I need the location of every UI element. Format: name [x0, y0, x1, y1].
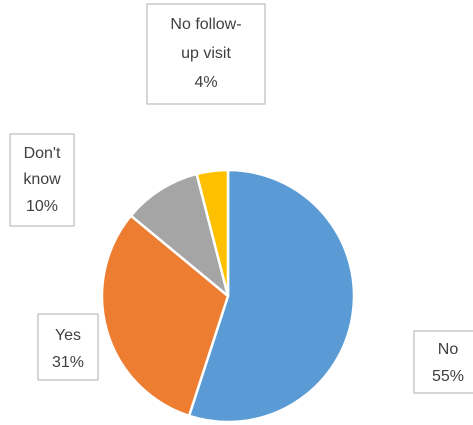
data-label-text: 55% — [432, 368, 464, 385]
data-label-text: 4% — [194, 74, 217, 91]
data-label-text: up visit — [181, 45, 231, 62]
data-label-box — [413, 330, 473, 394]
data-label-box — [146, 3, 266, 105]
data-label-yes: Yes 31% — [37, 313, 99, 381]
data-label-text: 31% — [52, 354, 84, 371]
data-label-no-follow-up-visit: No follow-up visit 4% — [146, 3, 266, 105]
pie-slice-yes — [100, 214, 230, 418]
pie-slices — [100, 168, 356, 424]
pie-slice-no-follow-up-visit — [195, 168, 230, 298]
data-label-text: No follow- — [170, 16, 241, 33]
data-label-text: Yes — [55, 327, 81, 344]
data-label-text: 10% — [26, 198, 58, 215]
data-label-don-t-know: Don't know 10% — [9, 133, 75, 227]
data-label-text: Don't — [24, 145, 61, 162]
data-label-text: know — [23, 171, 61, 188]
data-label-box — [9, 133, 75, 227]
data-label-text: No — [438, 341, 459, 358]
data-label-box — [37, 313, 99, 381]
data-label-no: No 55% — [413, 330, 473, 394]
pie-data-labels: No 55% Yes 31% Don't know 10% No follow-up visi… — [9, 3, 473, 394]
pie-slice-no — [187, 168, 356, 424]
